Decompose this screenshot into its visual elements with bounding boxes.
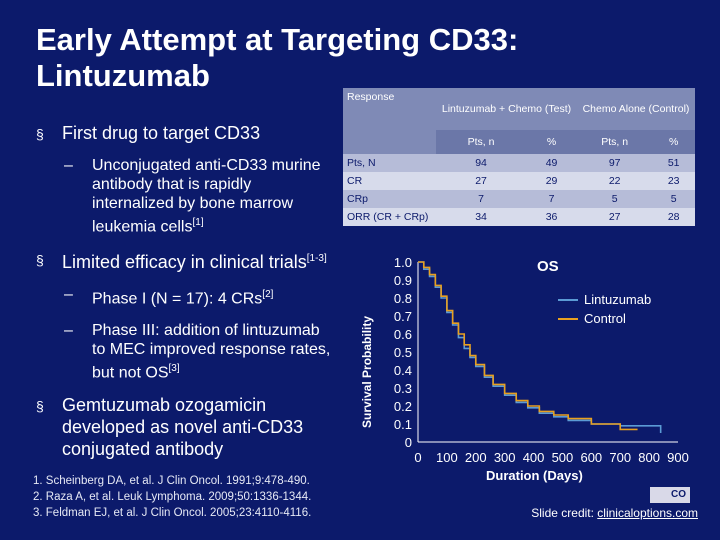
x-tick-label: 300: [494, 450, 516, 465]
reference-1: 1. Scheinberg DA, et al. J Clin Oncol. 1…: [33, 475, 310, 487]
x-tick-label: 900: [667, 450, 689, 465]
reference-3: 3. Feldman EJ, et al. J Clin Oncol. 2005…: [33, 507, 312, 519]
series-line-control: [418, 261, 638, 431]
sub-bullet-phase1: Phase I (N = 17): 4 CRs[2]: [36, 285, 336, 308]
chart-title: OS: [537, 258, 559, 275]
y-tick-label: 0.1: [394, 417, 412, 432]
table-row: CRp 7 7 5 5: [343, 190, 695, 208]
sub-pts-test: Pts, n: [436, 130, 527, 154]
y-tick-label: 0.2: [394, 399, 412, 414]
response-table: Response Lintuzumab + Chemo (Test) Chemo…: [343, 88, 695, 226]
table-row: Pts, N 94 49 97 51: [343, 154, 695, 172]
y-tick-label: 0.9: [394, 273, 412, 288]
legend-control: Control: [558, 309, 651, 328]
legend-lintuzumab: Lintuzumab: [558, 290, 651, 309]
sub-pts-control: Pts, n: [577, 130, 653, 154]
x-axis-label: Duration (Days): [486, 468, 583, 483]
col-control: Chemo Alone (Control): [577, 88, 695, 130]
bullet-list: First drug to target CD33 Unconjugated a…: [36, 122, 336, 472]
bullet-first-drug: First drug to target CD33: [36, 122, 336, 145]
y-tick-label: 0.6: [394, 327, 412, 342]
credit-link[interactable]: clinicaloptions.com: [597, 506, 698, 520]
sub-bullet-unconjugated: Unconjugated anti-CD33 murine antibody t…: [36, 156, 336, 236]
y-tick-label: 0.4: [394, 363, 412, 378]
slide-title: Early Attempt at Targeting CD33: Lintuzu…: [36, 22, 519, 93]
reference-2: 2. Raza A, et al. Leuk Lymphoma. 2009;50…: [33, 491, 312, 503]
y-tick-label: 0: [405, 435, 412, 450]
clinical-options-logo: CO: [650, 487, 690, 503]
col-test: Lintuzumab + Chemo (Test): [436, 88, 578, 130]
y-tick-label: 0.3: [394, 381, 412, 396]
x-tick-label: 500: [552, 450, 574, 465]
col-response: Response: [343, 88, 436, 154]
y-tick-label: 0.8: [394, 291, 412, 306]
y-tick-label: 0.5: [394, 345, 412, 360]
x-tick-label: 400: [523, 450, 545, 465]
sub-bullet-phase3: Phase III: addition of lintuzumab to MEC…: [36, 321, 336, 382]
y-tick-label: 0.7: [394, 309, 412, 324]
x-tick-label: 100: [436, 450, 458, 465]
y-tick-label: 1.0: [394, 255, 412, 270]
x-tick-label: 600: [580, 450, 602, 465]
x-tick-label: 0: [414, 450, 421, 465]
bullet-limited-efficacy: Limited efficacy in clinical trials[1-3]: [36, 248, 336, 273]
table-row: ORR (CR + CRp) 34 36 27 28: [343, 208, 695, 226]
x-tick-label: 200: [465, 450, 487, 465]
slide-credit: Slide credit: clinicaloptions.com: [531, 506, 698, 520]
sub-pct-control: %: [652, 130, 695, 154]
x-tick-label: 700: [609, 450, 631, 465]
x-tick-label: 800: [638, 450, 660, 465]
table-row: CR 27 29 22 23: [343, 172, 695, 190]
chart-legend: Lintuzumab Control: [558, 290, 651, 328]
sub-pct-test: %: [526, 130, 578, 154]
references: 1. Scheinberg DA, et al. J Clin Oncol. 1…: [33, 473, 311, 521]
bullet-gemtuzumab: Gemtuzumab ozogamicin developed as novel…: [36, 394, 336, 460]
